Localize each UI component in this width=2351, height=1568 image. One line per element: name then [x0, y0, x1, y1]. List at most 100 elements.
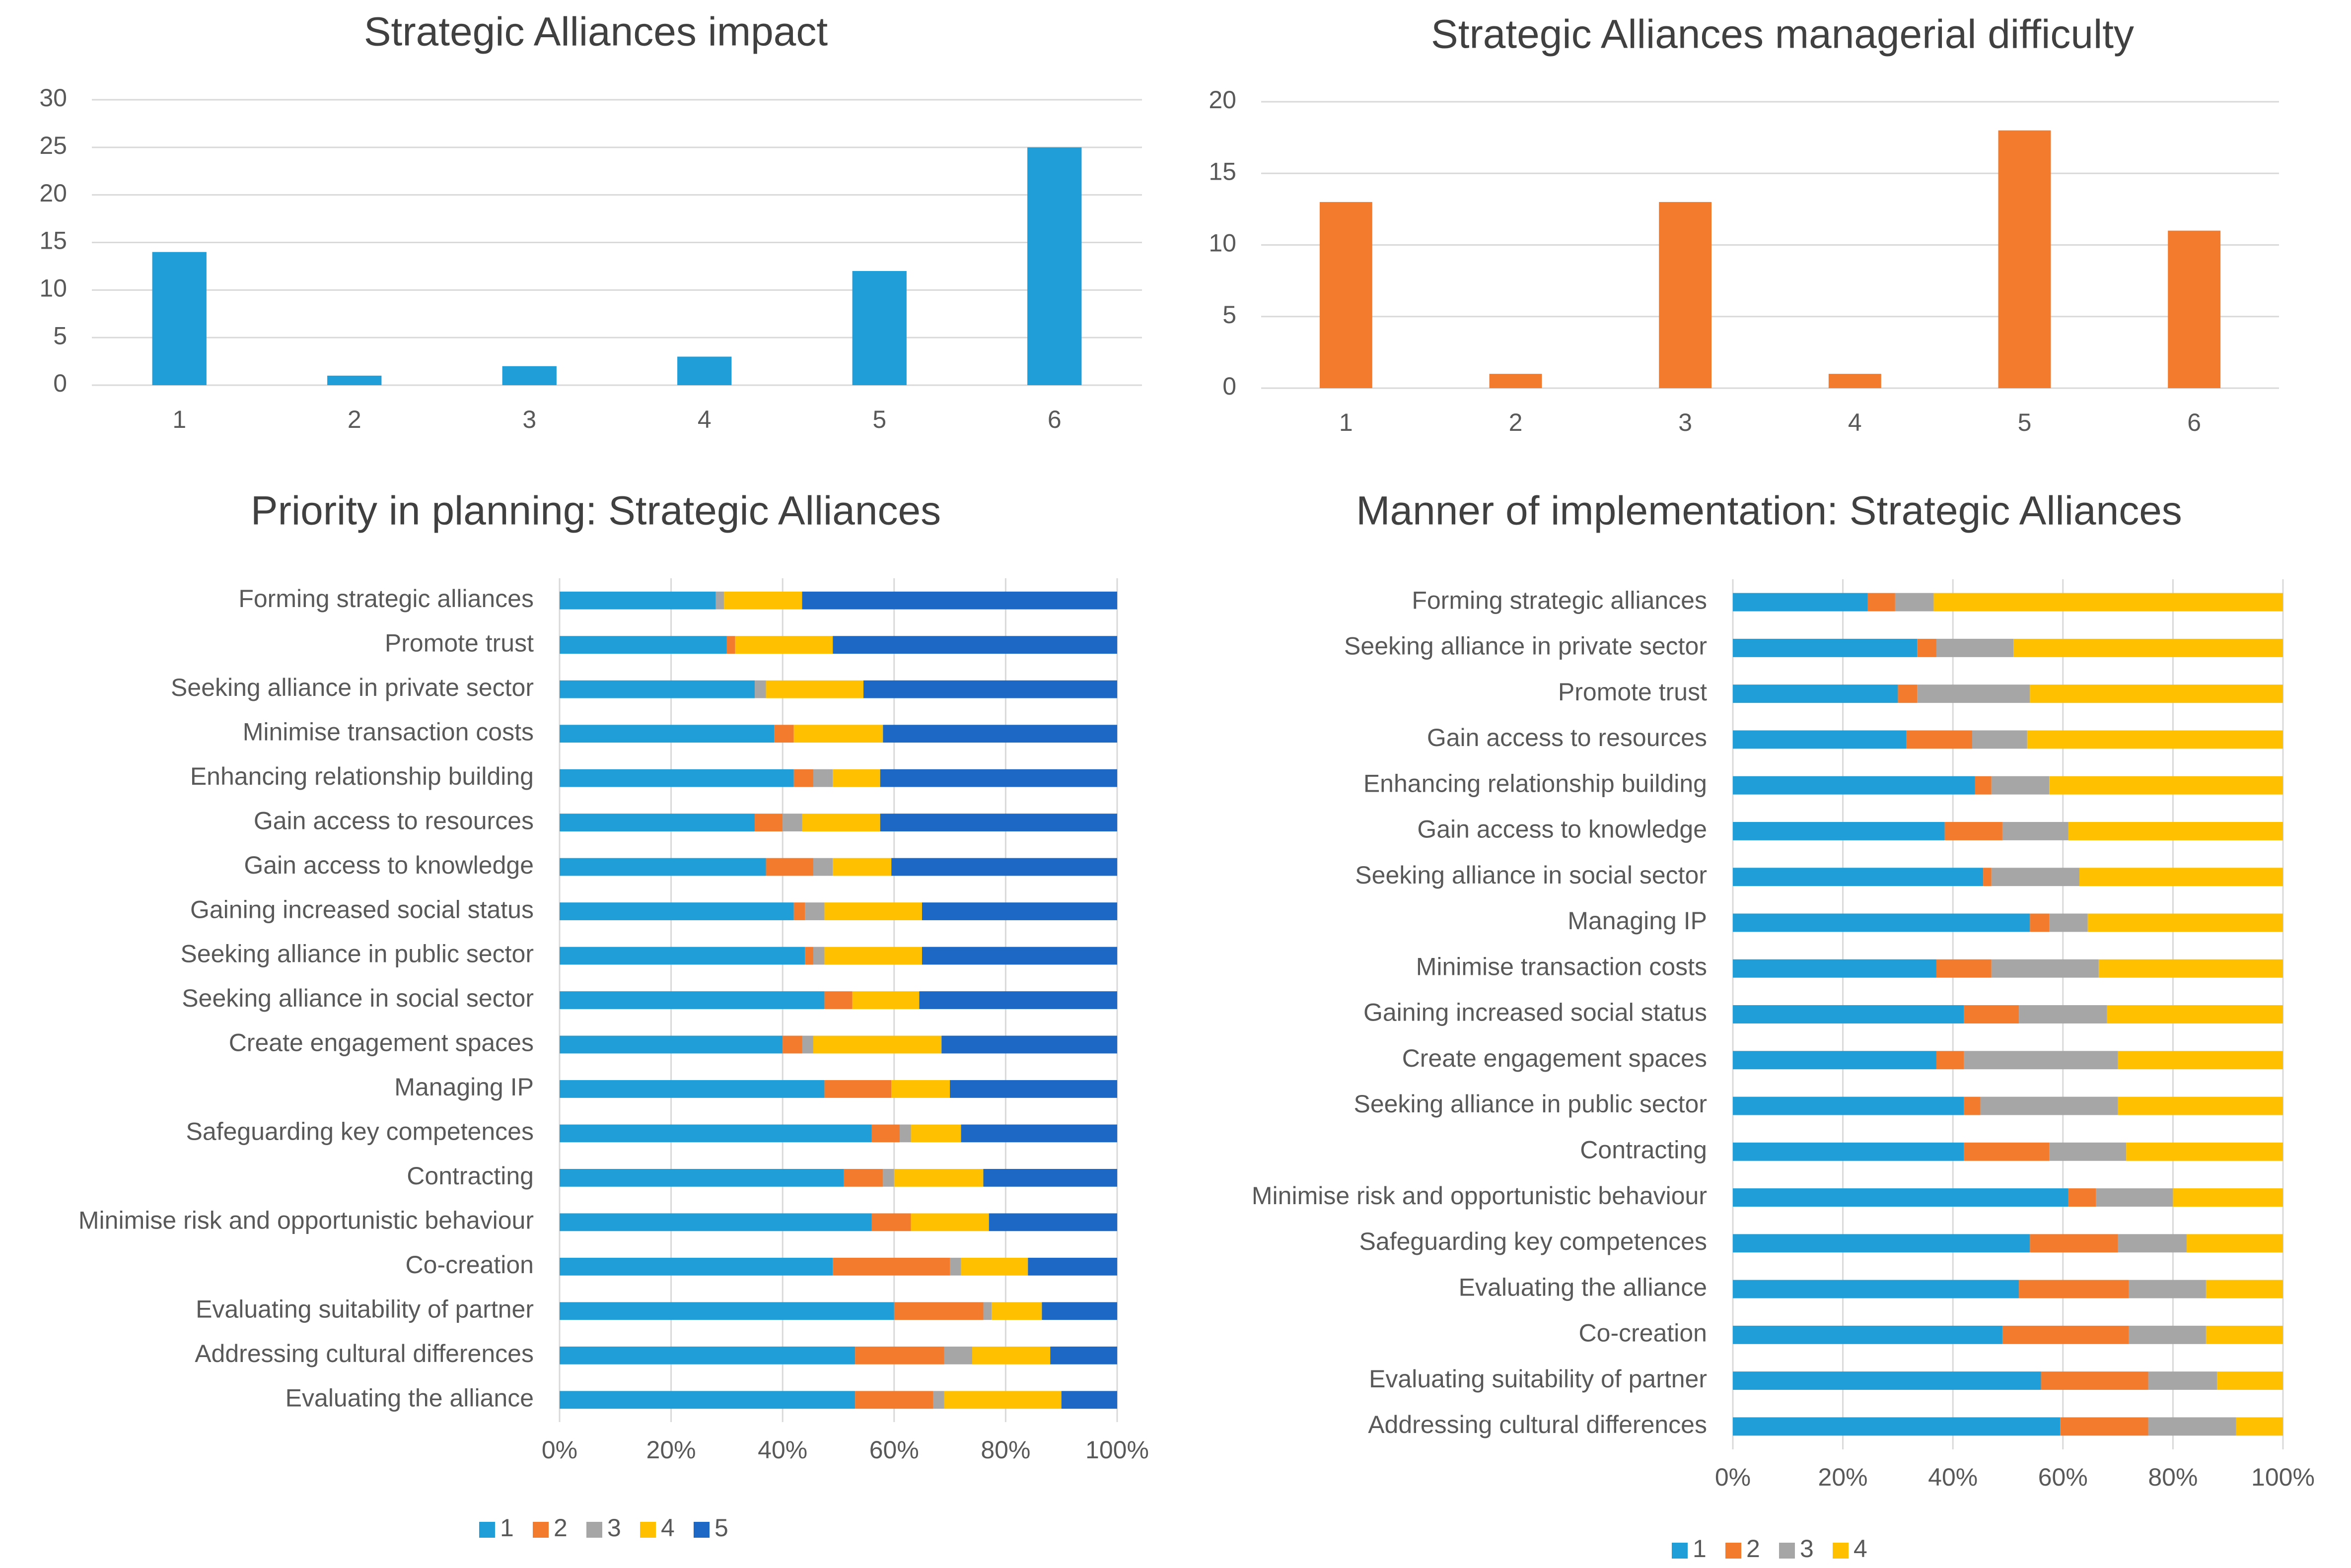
- bar-segment-5: [989, 1213, 1117, 1231]
- x-tick-label: 1: [1339, 409, 1353, 436]
- y-tick-label: 5: [1222, 301, 1236, 329]
- x-tick-label: 1: [172, 406, 186, 433]
- legend: 1 2 3 4: [1672, 1535, 1867, 1563]
- category-label: Safeguarding key competences: [186, 1118, 534, 1146]
- bar-segment-1: [560, 636, 727, 654]
- legend-label: 4: [1853, 1535, 1867, 1563]
- bar-segment-4: [2206, 1280, 2283, 1298]
- bar-segment-2: [766, 858, 813, 876]
- bar-segment-1: [1733, 821, 1945, 840]
- category-label: Seeking alliance in social sector: [1355, 861, 1707, 889]
- x-tick-label: 40%: [758, 1436, 807, 1464]
- bar-segment-4: [911, 1124, 961, 1143]
- bar-segment-4: [2013, 638, 2283, 657]
- x-tick-label: 6: [2187, 409, 2201, 436]
- bar-segment-4: [766, 680, 864, 698]
- bar-segment-3: [983, 1302, 992, 1320]
- bar-segment-2: [855, 1346, 944, 1364]
- bar-segment-3: [2049, 913, 2088, 932]
- bar-segment-3: [2148, 1371, 2217, 1390]
- bar-segment-1: [560, 1302, 894, 1320]
- bar-segment-4: [961, 1257, 1028, 1276]
- bar-segment-1: [1733, 593, 1868, 612]
- bar-segment-2: [1983, 868, 1992, 886]
- chart-difficulty: Strategic Alliances managerial difficult…: [1209, 12, 2279, 436]
- bar-segment-4: [2049, 776, 2283, 795]
- legend-swatch: [1725, 1543, 1741, 1559]
- bar-segment-1: [560, 991, 825, 1009]
- legend-swatch: [1833, 1543, 1849, 1559]
- bar-segment-1: [560, 1080, 825, 1098]
- bar-segment-2: [805, 947, 813, 965]
- bar-segment-3: [755, 680, 766, 698]
- bar-segment-4: [2236, 1417, 2283, 1436]
- bar-segment-3: [950, 1257, 961, 1276]
- bar-segment-3: [2019, 1005, 2107, 1023]
- bar-segment-1: [560, 725, 775, 743]
- x-tick-label: 20%: [646, 1436, 696, 1464]
- category-label: Gaining increased social status: [1363, 999, 1707, 1026]
- bar-segment-5: [941, 1035, 1117, 1054]
- bar-segment-5: [950, 1080, 1117, 1098]
- bar-segment-4: [793, 725, 883, 743]
- legend-label: 3: [1800, 1535, 1814, 1563]
- bar-segment-2: [1906, 730, 1972, 749]
- x-tick-label: 6: [1048, 406, 1062, 433]
- bar-segment-2: [793, 902, 805, 920]
- category-label: Co-creation: [1579, 1319, 1707, 1347]
- category-label: Gain access to resources: [254, 807, 534, 834]
- bar-segment-1: [1733, 1142, 1964, 1161]
- bar-segment-3: [813, 947, 825, 965]
- bar-segment-3: [933, 1391, 944, 1409]
- bar-segment-2: [844, 1169, 883, 1187]
- chart-title: Manner of implementation: Strategic Alli…: [1356, 488, 2182, 534]
- bar-segment-2: [871, 1124, 900, 1143]
- bar-segment-1: [560, 591, 716, 610]
- bar-segment-4: [2068, 821, 2283, 840]
- bar-segment-3: [1895, 593, 1934, 612]
- x-tick-label: 5: [2018, 409, 2032, 436]
- bar-segment-2: [1964, 1142, 2050, 1161]
- bar-segment-1: [1733, 1417, 2061, 1436]
- bar-segment-4: [2217, 1371, 2283, 1390]
- bar-segment-3: [2129, 1280, 2206, 1298]
- legend-swatch: [640, 1522, 656, 1538]
- y-tick-label: 10: [39, 274, 67, 302]
- y-tick-label: 0: [1222, 372, 1236, 400]
- bar-segment-1: [1733, 684, 1898, 703]
- bar-segment-3: [944, 1346, 973, 1364]
- category-label: Gain access to knowledge: [1417, 816, 1707, 843]
- bar-segment-1: [1733, 1371, 2041, 1390]
- legend-label: 1: [500, 1514, 514, 1542]
- bar-segment-1: [1733, 1096, 1964, 1115]
- bar-segment-5: [1028, 1257, 1117, 1276]
- category-label: Minimise transaction costs: [1416, 953, 1707, 980]
- bar-segment-5: [961, 1124, 1117, 1143]
- bar-segment-5: [833, 636, 1117, 654]
- bar-segment-1: [1733, 1005, 1964, 1023]
- category-label: Gaining increased social status: [190, 895, 534, 923]
- bar-segment-2: [871, 1213, 911, 1231]
- bar-segment-2: [2002, 1325, 2129, 1344]
- bar: [502, 366, 557, 385]
- legend-label: 1: [1693, 1535, 1707, 1563]
- bar-segment-1: [560, 902, 794, 920]
- legend-label: 3: [607, 1514, 621, 1542]
- x-tick-label: 2: [1509, 409, 1523, 436]
- category-label: Co-creation: [406, 1251, 534, 1279]
- y-tick-label: 20: [1209, 86, 1236, 114]
- bar-segment-3: [2002, 821, 2068, 840]
- bar-segment-1: [560, 1213, 872, 1231]
- category-label: Promote trust: [1558, 678, 1707, 706]
- category-label: Create engagement spaces: [229, 1029, 534, 1057]
- x-tick-label: 0%: [542, 1436, 577, 1464]
- bar-segment-4: [2098, 959, 2283, 978]
- bar-segment-4: [2187, 1234, 2283, 1253]
- category-label: Evaluating the alliance: [285, 1384, 534, 1412]
- bar-segment-1: [560, 814, 755, 831]
- bar-segment-3: [813, 858, 833, 876]
- bar-segment-1: [560, 1124, 872, 1143]
- bar-segment-4: [2107, 1005, 2283, 1023]
- bar-segment-2: [1964, 1096, 1981, 1115]
- bar-segment-1: [1733, 730, 1907, 749]
